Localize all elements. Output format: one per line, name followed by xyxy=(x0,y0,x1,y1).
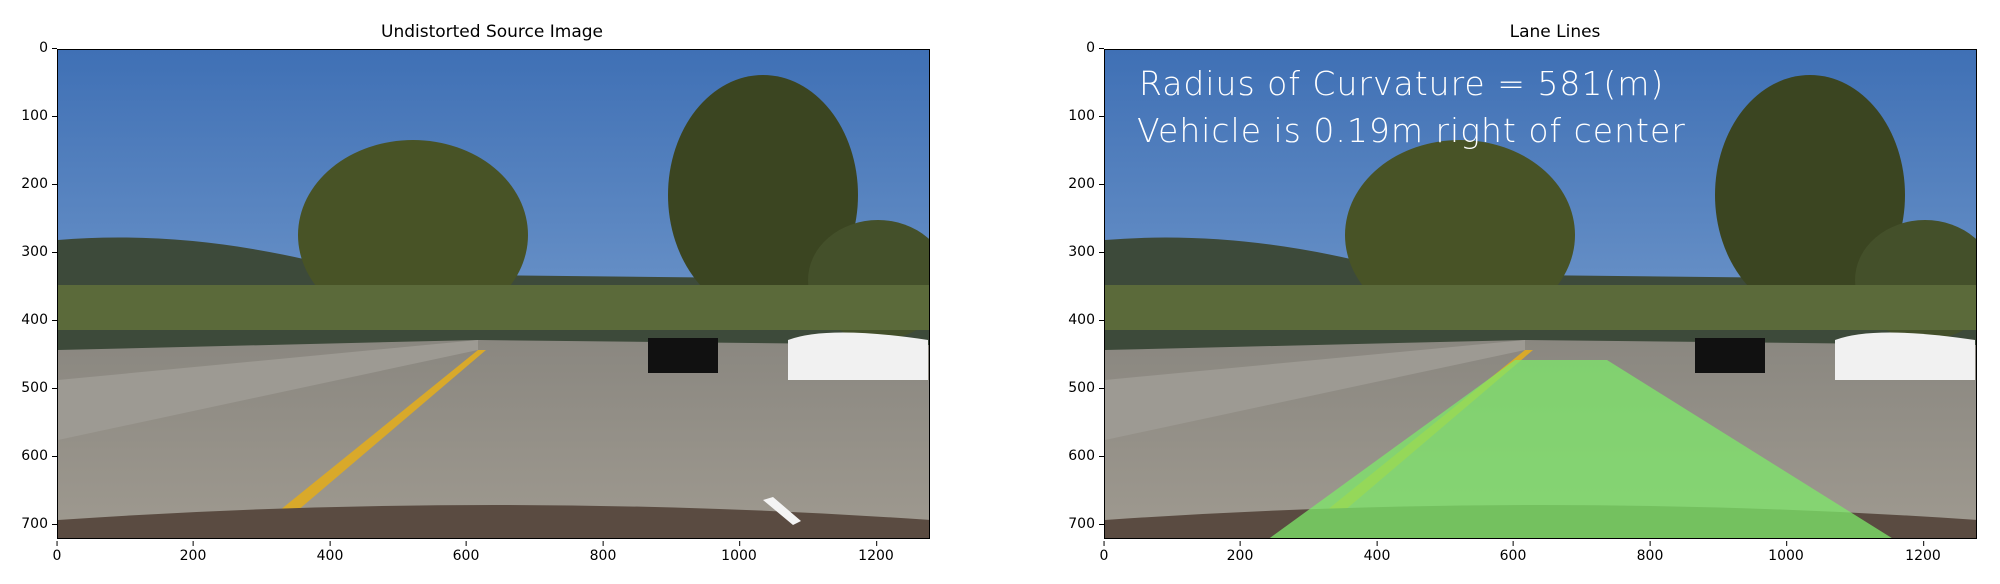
y-tick-label: 200 xyxy=(8,176,57,192)
y-tick-label: 300 xyxy=(8,244,57,260)
x-tick-label: 0 xyxy=(52,541,62,564)
y-tick-label: 100 xyxy=(1055,108,1104,124)
right-image-axes: Radius of Curvature = 581(m) Vehicle is … xyxy=(1104,49,1977,539)
y-tick-label: 500 xyxy=(8,380,57,396)
left-figure-panel: Undistorted Source Image xyxy=(8,22,930,564)
left-image-axes xyxy=(57,49,930,539)
x-tick-label: 200 xyxy=(179,541,207,564)
y-tick-label: 100 xyxy=(8,108,57,124)
lane-overlay-photo xyxy=(1105,50,1976,538)
x-tick-label: 0 xyxy=(1099,541,1109,564)
y-tick-label: 700 xyxy=(1055,516,1104,532)
x-tick-label: 1000 xyxy=(1768,541,1804,564)
right-panel-title: Lane Lines xyxy=(1509,22,1601,42)
x-tick-label: 400 xyxy=(1363,541,1391,564)
x-tick-label: 1200 xyxy=(858,541,894,564)
y-tick-label: 300 xyxy=(1055,244,1104,260)
left-panel-title: Undistorted Source Image xyxy=(381,22,603,42)
y-tick-label: 600 xyxy=(8,448,57,464)
vehicle-offset-text: Vehicle is 0.19m right of center xyxy=(1137,111,1686,150)
radius-of-curvature-text: Radius of Curvature = 581(m) xyxy=(1139,64,1665,103)
x-tick-label: 600 xyxy=(1499,541,1527,564)
y-tick-label: 700 xyxy=(8,516,57,532)
x-tick-label: 600 xyxy=(452,541,480,564)
y-tick-label: 400 xyxy=(1055,312,1104,328)
road-photo xyxy=(58,50,929,538)
x-tick-label: 1200 xyxy=(1905,541,1941,564)
x-tick-label: 1000 xyxy=(721,541,757,564)
y-tick-label: 600 xyxy=(1055,448,1104,464)
x-tick-label: 800 xyxy=(589,541,617,564)
y-tick-label: 0 xyxy=(1055,40,1104,56)
y-tick-label: 500 xyxy=(1055,380,1104,396)
lane-area-fill xyxy=(1269,360,1892,538)
y-tick-label: 200 xyxy=(1055,176,1104,192)
x-tick-label: 800 xyxy=(1636,541,1664,564)
x-tick-label: 400 xyxy=(316,541,344,564)
y-tick-label: 0 xyxy=(8,40,57,56)
x-tick-label: 200 xyxy=(1226,541,1254,564)
right-figure-panel: Lane Lines Radius of xyxy=(1000,0,2000,584)
y-tick-label: 400 xyxy=(8,312,57,328)
